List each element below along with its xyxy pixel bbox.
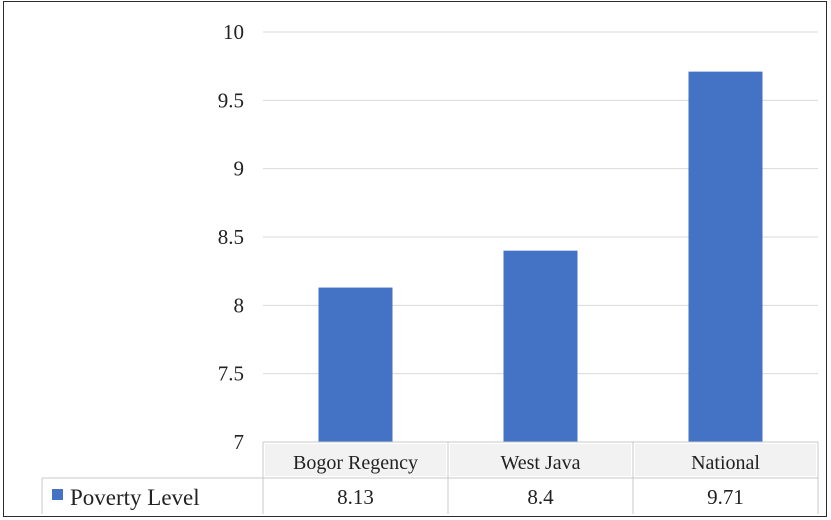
table-value-cell: 8.4 [527, 485, 554, 509]
category-label: National [691, 452, 760, 474]
y-tick-label: 10 [223, 20, 244, 44]
y-tick-label: 7 [234, 430, 245, 454]
bar-west-java [503, 250, 578, 442]
bars [318, 71, 763, 442]
category-header-bg [450, 444, 631, 476]
legend-swatch-poverty-level [52, 489, 63, 500]
category-label: West Java [500, 452, 580, 474]
category-header-bg [635, 444, 816, 476]
bar-bogor-regency [318, 287, 393, 442]
category-label: Bogor Regency [293, 452, 418, 474]
y-tick-label: 8.5 [218, 225, 244, 249]
y-tick-label: 8 [234, 293, 245, 317]
category-header-bg [265, 444, 446, 476]
y-tick-label: 9 [234, 157, 245, 181]
y-axis-ticks: 7 7.5 8 8.5 9 9.5 10 [218, 20, 244, 454]
data-table: Bogor Regency West Java National 8.13 8.4 9.7… [41, 441, 819, 514]
table-value-cell: 9.71 [707, 485, 744, 509]
bar-national [688, 71, 763, 442]
table-value-cell: 8.13 [337, 485, 374, 509]
legend-label-poverty-level: Poverty Level [70, 485, 200, 510]
y-tick-label: 7.5 [218, 362, 244, 386]
y-tick-label: 9.5 [218, 88, 244, 112]
